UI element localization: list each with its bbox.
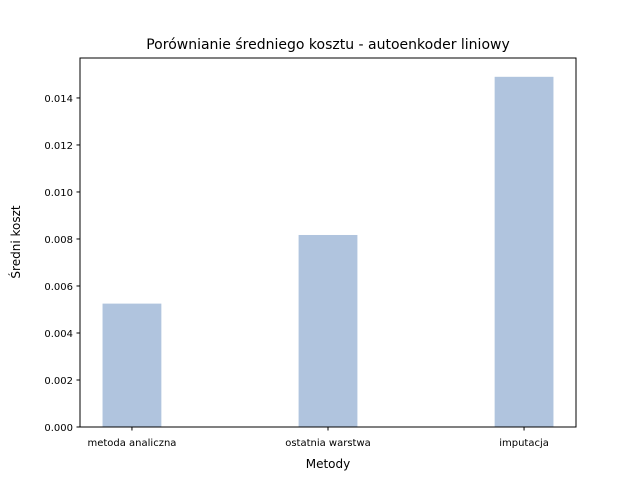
y-axis-label: Średni koszt [8,205,23,278]
y-tick-label: 0.012 [44,141,73,152]
y-tick-label: 0.004 [44,329,73,340]
x-axis-label: Metody [306,457,351,471]
bars [102,76,554,427]
x-tick-label: metoda analiczna [87,438,176,449]
y-tick-label: 0.010 [44,188,73,199]
y-tick-label: 0.000 [44,423,73,434]
chart-title: Porównianie średniego kosztu - autoenkod… [146,37,510,53]
y-tick-label: 0.014 [44,94,73,105]
x-axis-ticks: metoda analiczna ostatnia warstwa imputacj… [87,427,549,449]
y-tick-label: 0.002 [44,376,73,387]
x-tick-label: ostatnia warstwa [285,438,371,449]
x-tick-label: imputacja [499,438,549,449]
bar-2 [494,76,554,427]
bar-1 [298,234,358,427]
bar-0 [102,303,162,427]
y-axis-ticks: 0.000 0.002 0.004 0.006 0.008 0.010 0.012 0.014 [44,94,80,434]
y-tick-label: 0.006 [44,282,73,293]
y-tick-label: 0.008 [44,235,73,246]
